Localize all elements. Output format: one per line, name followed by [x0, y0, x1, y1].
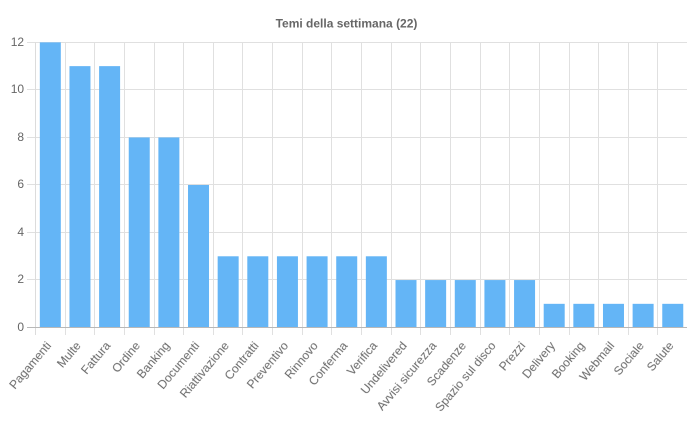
- svg-text:Temi della settimana (22): Temi della settimana (22): [276, 17, 418, 31]
- svg-text:6: 6: [17, 177, 24, 191]
- svg-text:4: 4: [17, 225, 24, 239]
- svg-text:2: 2: [17, 272, 24, 286]
- svg-text:12: 12: [11, 35, 25, 49]
- svg-text:10: 10: [11, 82, 25, 96]
- svg-text:0: 0: [17, 320, 24, 334]
- svg-text:8: 8: [17, 130, 24, 144]
